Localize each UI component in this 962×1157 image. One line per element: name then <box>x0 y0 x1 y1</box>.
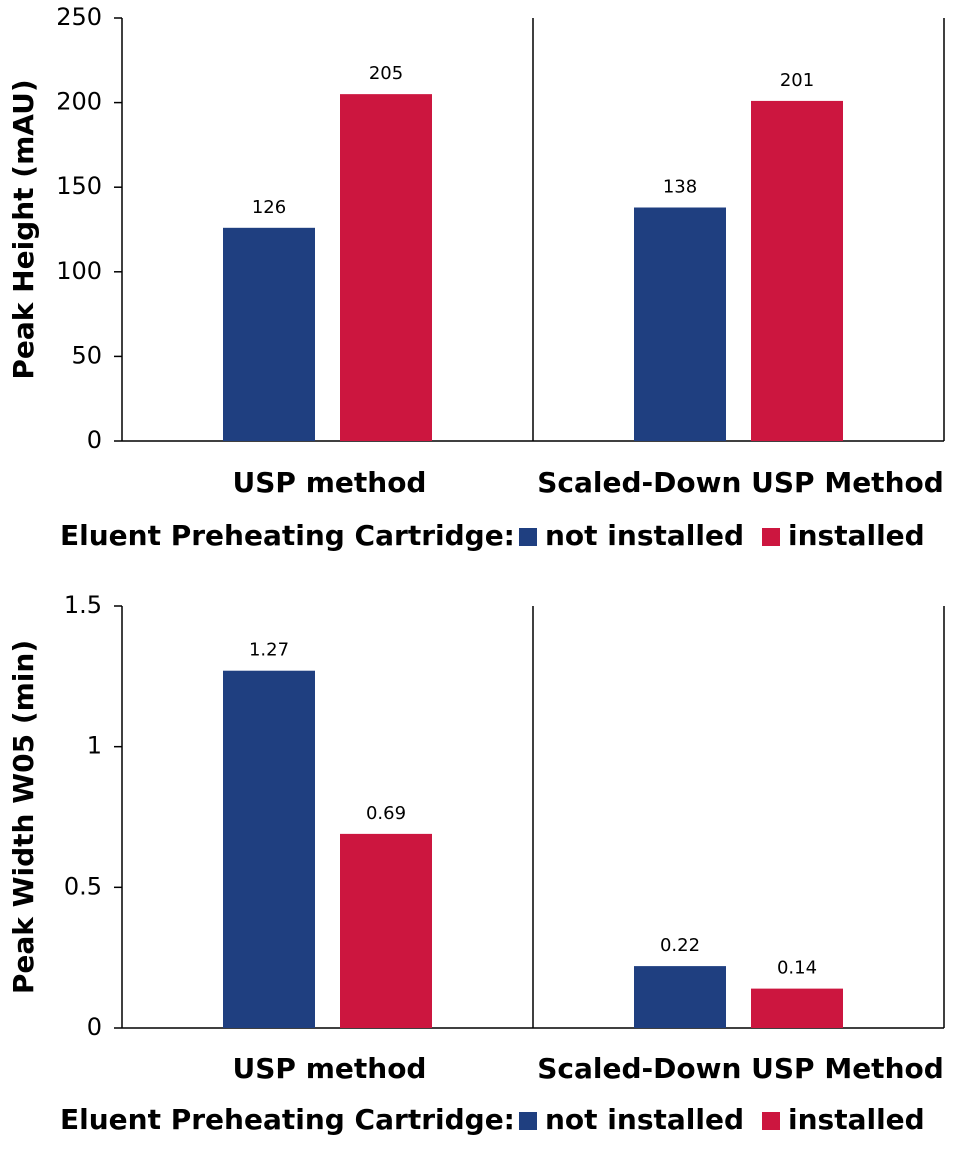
legend-swatch <box>762 1112 780 1130</box>
value-label: 1.27 <box>249 640 289 661</box>
value-label: 0.22 <box>660 935 700 956</box>
value-label: 126 <box>252 197 286 218</box>
value-label: 138 <box>663 177 697 198</box>
bar <box>634 207 726 441</box>
value-label: 205 <box>369 63 403 84</box>
x-tick-label: Scaled-Down USP Method <box>537 466 944 499</box>
bar <box>751 100 843 442</box>
y-tick-label: 100 <box>56 257 102 285</box>
y-tick-label: 1 <box>87 732 102 760</box>
y-tick-label: 50 <box>71 341 102 369</box>
legend-swatch <box>519 528 537 546</box>
bar <box>340 94 432 441</box>
x-tick-label: USP method <box>233 1052 427 1085</box>
y-tick-label: 0.5 <box>64 872 102 900</box>
value-label: 0.69 <box>366 803 406 824</box>
y-tick-label: 250 <box>56 3 102 31</box>
legend-title: Eluent Preheating Cartridge: <box>60 1103 515 1136</box>
x-tick-label: Scaled-Down USP Method <box>537 1052 944 1085</box>
legend-swatch <box>762 528 780 546</box>
legend-title: Eluent Preheating Cartridge: <box>60 519 515 552</box>
legend-label: not installed <box>545 1103 744 1136</box>
legend-label: installed <box>788 519 925 552</box>
bar <box>340 833 432 1028</box>
bar <box>223 227 315 441</box>
bar <box>751 988 843 1028</box>
legend-swatch <box>519 1112 537 1130</box>
y-tick-label: 0 <box>87 426 102 454</box>
y-tick-label: 150 <box>56 172 102 200</box>
x-tick-label: USP method <box>233 466 427 499</box>
y-tick-label: 0 <box>87 1013 102 1041</box>
value-label: 201 <box>780 70 814 91</box>
value-label: 0.14 <box>777 958 817 979</box>
y-axis-title: Peak Height (mAU) <box>7 79 40 379</box>
bar <box>634 966 726 1028</box>
y-tick-label: 1.5 <box>64 591 102 619</box>
legend-label: not installed <box>545 519 744 552</box>
y-axis-title: Peak Width W05 (min) <box>7 640 40 994</box>
y-tick-label: 200 <box>56 88 102 116</box>
legend-label: installed <box>788 1103 925 1136</box>
bar <box>223 670 315 1028</box>
